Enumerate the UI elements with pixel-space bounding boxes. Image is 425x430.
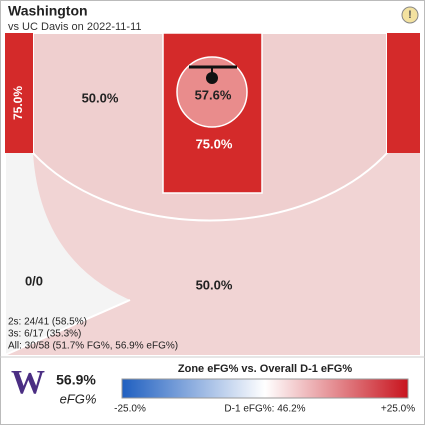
zone-label: 57.6% xyxy=(195,87,232,102)
subtitle: vs UC Davis on 2022-11-11 xyxy=(8,21,142,33)
team-title: Washington xyxy=(8,3,88,19)
rim-zone xyxy=(176,56,248,128)
stat-line: 2s: 24/41 (58.5%) xyxy=(8,317,87,328)
zone-label: 50.0% xyxy=(82,90,119,105)
court xyxy=(4,32,420,357)
stat-line: 3s: 6/17 (35.3%) xyxy=(8,329,81,340)
left-three-zone xyxy=(5,153,130,355)
right-corner-zone xyxy=(387,33,420,153)
efg-value: 56.9% xyxy=(56,372,96,388)
legend-low: -25.0% xyxy=(114,404,146,415)
hoop xyxy=(206,72,218,84)
legend-mid: D-1 eFG%: 46.2% xyxy=(224,404,305,415)
zone-label: 0/0 xyxy=(25,273,43,288)
logo-box xyxy=(6,364,50,404)
stat-line: All: 30/58 (51.7% FG%, 56.9% eFG%) xyxy=(8,341,178,352)
legend-high: +25.0% xyxy=(381,404,415,415)
zone-label: 75.0% xyxy=(11,86,25,120)
zone-label: 75.0% xyxy=(196,136,233,151)
legend-title: Zone eFG% vs. Overall D-1 eFG% xyxy=(178,363,352,375)
color-bar xyxy=(121,378,409,399)
logo: W xyxy=(11,364,45,401)
efg-label: eFG% xyxy=(60,391,97,406)
left-corner-zone xyxy=(5,33,33,153)
info-icon-text[interactable]: ! xyxy=(408,9,412,21)
zone-label: 50.0% xyxy=(196,277,233,292)
zone-line xyxy=(4,153,131,357)
info-icon[interactable] xyxy=(401,6,419,24)
